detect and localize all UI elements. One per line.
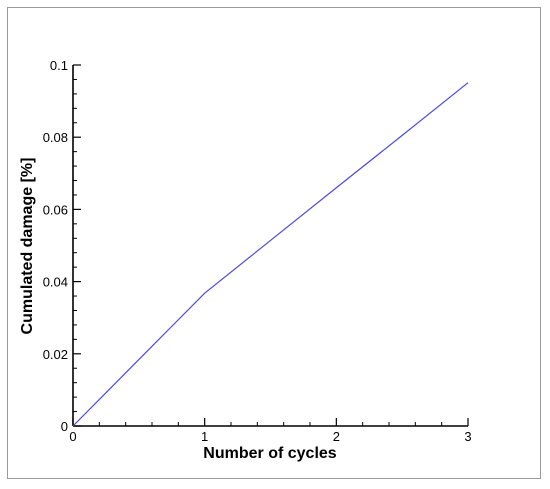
tick-labels: 0 1 2 3 0 0.02 0.04 0.06 0.08 0.1 (43, 58, 472, 444)
figure-frame (7, 7, 541, 479)
x-tick-label: 0 (69, 429, 76, 444)
axes (72, 65, 468, 427)
series-group (72, 82, 469, 427)
y-tick-label: 0.06 (43, 202, 68, 217)
y-tick-label: 0.04 (43, 275, 68, 290)
y-tick-label: 0.08 (43, 130, 68, 145)
x-tick-label: 3 (464, 429, 471, 444)
y-axis-title: Cumulated damage [%] (19, 158, 36, 335)
damage-series-line (72, 82, 469, 427)
x-tick-label: 2 (333, 429, 340, 444)
x-tick-label: 1 (201, 429, 208, 444)
y-tick-label: 0.1 (50, 58, 68, 73)
axis-ticks (72, 64, 469, 427)
y-tick-label: 0 (61, 419, 68, 434)
y-tick-label: 0.02 (43, 347, 68, 362)
x-axis-title: Number of cycles (203, 445, 336, 462)
